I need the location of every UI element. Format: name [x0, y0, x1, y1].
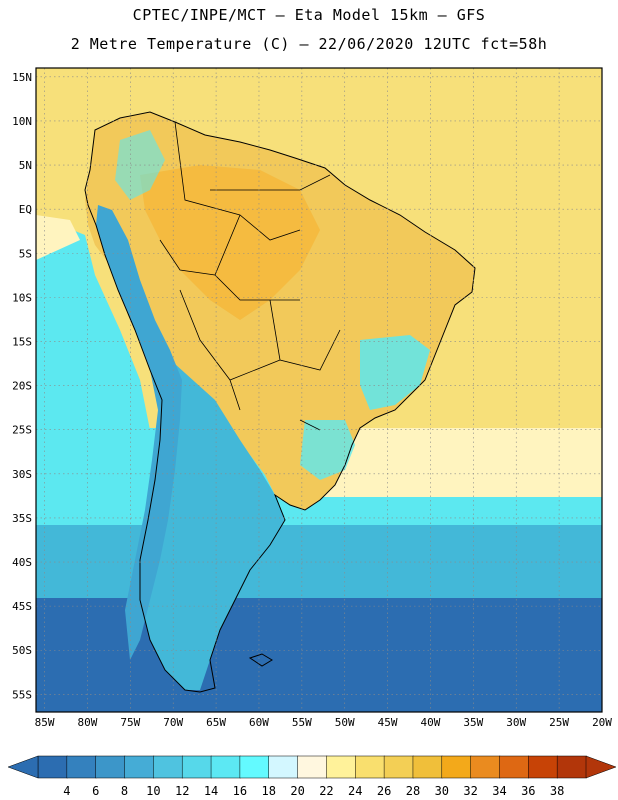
colorbar-tick-label: 8: [121, 784, 128, 798]
colorbar-tick-label: 24: [348, 784, 362, 798]
colorbar-tick-label: 22: [319, 784, 333, 798]
colorbar-swatch: [326, 755, 357, 779]
graticule: [36, 68, 603, 712]
longitude-tick-label: 55W: [292, 716, 312, 729]
colorbar-swatch: [412, 755, 443, 779]
country-borders: [159, 121, 341, 431]
longitude-tick-label: 35W: [463, 716, 483, 729]
colorbar-tick-label: 14: [204, 784, 218, 798]
longitude-tick-label: 80W: [78, 716, 98, 729]
colorbar-tick-label: 38: [550, 784, 564, 798]
latitude-tick-label: 5S: [19, 247, 32, 260]
longitude-tick-label: 25W: [549, 716, 569, 729]
colorbar-swatch: [528, 755, 558, 779]
map-title-line-2: 2 Metre Temperature (C) – 22/06/2020 12U…: [70, 35, 548, 53]
colorbar-high-arrow: [585, 755, 617, 779]
longitude-tick-label: 70W: [163, 716, 183, 729]
colorbar-swatch: [441, 755, 472, 779]
colorbar-swatch: [297, 755, 328, 779]
latitude-tick-label: 5N: [19, 159, 32, 172]
colorbar-swatch: [66, 755, 97, 779]
colorbar-swatch: [210, 755, 241, 779]
amazon-hot-region: [140, 165, 320, 320]
map-frame: [35, 67, 603, 713]
colorbar-swatch: [181, 755, 212, 779]
southeast-brazil-cool: [360, 335, 430, 410]
colorbar-swatch: [95, 755, 126, 779]
colorbar-swatch: [124, 755, 155, 779]
latitude-tick-label: 55S: [12, 688, 32, 701]
colorbar-tick-label: 4: [63, 784, 70, 798]
latitude-tick-label: 10S: [12, 291, 32, 304]
latitude-tick-label: 25S: [12, 424, 32, 437]
colorbar-tick-label: 26: [377, 784, 391, 798]
colorbar-tick-label: 12: [175, 784, 189, 798]
latitude-tick-label: 40S: [12, 556, 32, 569]
ocean-cold-band: [36, 520, 602, 598]
latitude-tick-label: 35S: [12, 512, 32, 525]
temperature-colorbar: [7, 755, 617, 779]
colorbar-tick-label: 34: [492, 784, 506, 798]
longitude-tick-label: 45W: [378, 716, 398, 729]
colorbar-swatch: [268, 755, 299, 779]
pacific-mild-region: [36, 215, 80, 260]
latitude-tick-label: EQ: [19, 203, 32, 216]
colorbar-swatch: [499, 755, 530, 779]
longitude-tick-label: 30W: [506, 716, 526, 729]
longitude-tick-label: 75W: [120, 716, 140, 729]
temperature-field: [36, 68, 602, 712]
colorbar-tick-label: 18: [262, 784, 276, 798]
pacific-cool-region: [36, 215, 150, 430]
colorbar-swatch: [239, 755, 270, 779]
longitude-tick-label: 85W: [35, 716, 55, 729]
colorbar-swatch: [470, 755, 501, 779]
latitude-tick-label: 15N: [12, 71, 32, 84]
longitude-tick-labels: 85W 80W 75W 70W 65W 60W 55W 50W 45W 40W 35W 30W 25W 2…: [35, 716, 613, 729]
latitude-tick-labels: 15N 10N 5N EQ 5S 10S 15S 20S 25S 30S 35S 40S 45S 50S 5…: [12, 71, 32, 702]
longitude-tick-label: 20W: [592, 716, 612, 729]
longitude-tick-label: 40W: [421, 716, 441, 729]
colorbar-tick-label: 6: [92, 784, 99, 798]
colorbar-tick-label: 10: [146, 784, 160, 798]
colorbar-tick-label: 16: [233, 784, 247, 798]
colorbar-tick-label: 30: [435, 784, 449, 798]
coastline: [84, 111, 476, 693]
colorbar-swatch: [556, 755, 587, 779]
colorbar-labels: 4 6 8 10 12 14 16 18 20 22 24 26 28 30 32 34 36 38: [63, 784, 564, 798]
falkland-islands: [248, 653, 273, 667]
map-title-line-1: CPTEC/INPE/MCT – Eta Model 15km – GFS: [132, 6, 486, 24]
colorbar-low-arrow: [7, 755, 39, 779]
longitude-tick-label: 65W: [206, 716, 226, 729]
andes-cold-spine: [96, 205, 182, 660]
latitude-tick-label: 15S: [12, 335, 32, 348]
colorbar-swatch: [383, 755, 414, 779]
colorbar-tick-label: 36: [521, 784, 535, 798]
colorbar-tick-label: 28: [406, 784, 420, 798]
latitude-tick-label: 10N: [12, 115, 32, 128]
colorbar-swatch: [37, 755, 68, 779]
colorbar-swatch: [153, 755, 183, 779]
latitude-tick-label: 45S: [12, 600, 32, 613]
longitude-tick-label: 50W: [335, 716, 355, 729]
south-brazil-cool: [300, 420, 355, 480]
latitude-tick-label: 50S: [12, 644, 32, 657]
longitude-tick-label: 60W: [249, 716, 269, 729]
latitude-tick-label: 30S: [12, 468, 32, 481]
colorbar-tick-label: 20: [290, 784, 304, 798]
colorbar-tick-label: 32: [463, 784, 477, 798]
latitude-tick-label: 20S: [12, 380, 32, 393]
colorbar-swatch: [355, 755, 385, 779]
